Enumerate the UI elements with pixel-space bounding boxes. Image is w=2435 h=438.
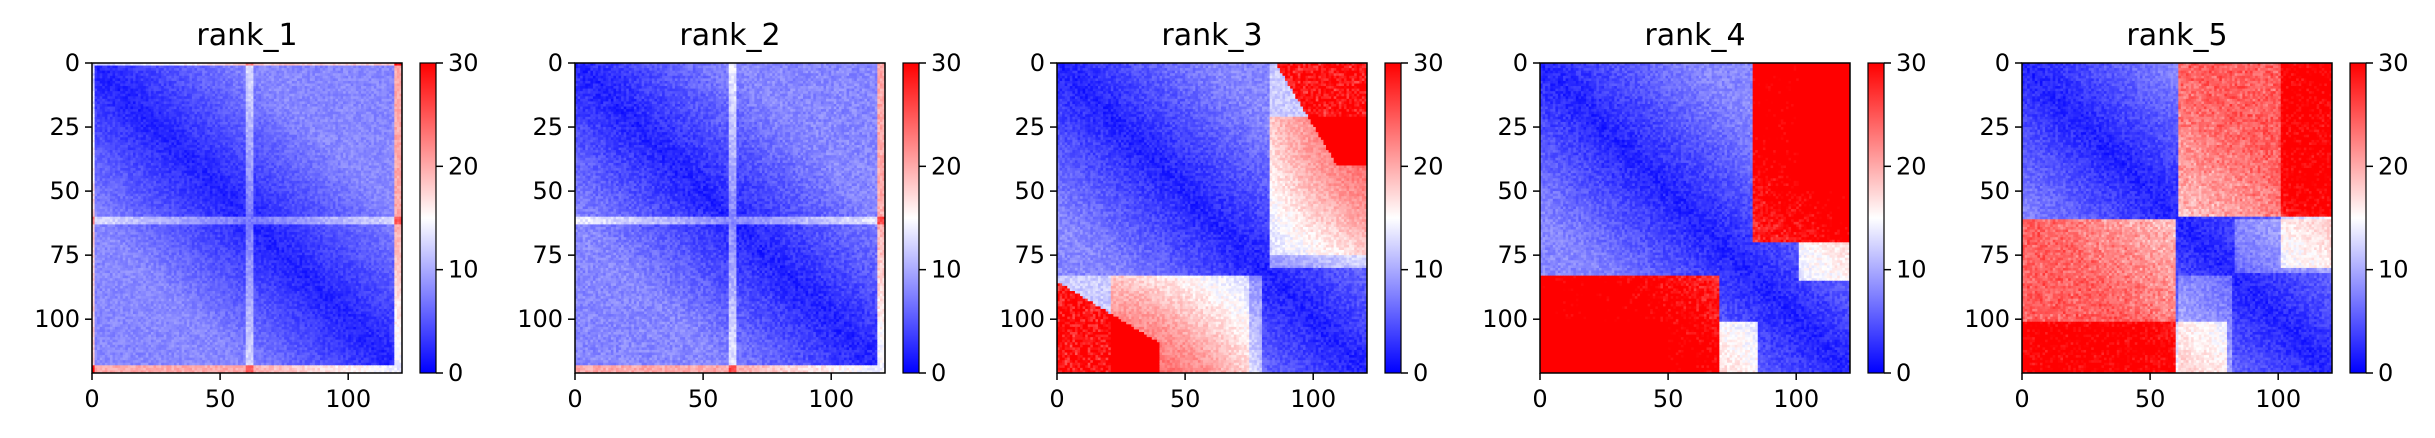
heatmap-cells: [92, 63, 403, 374]
